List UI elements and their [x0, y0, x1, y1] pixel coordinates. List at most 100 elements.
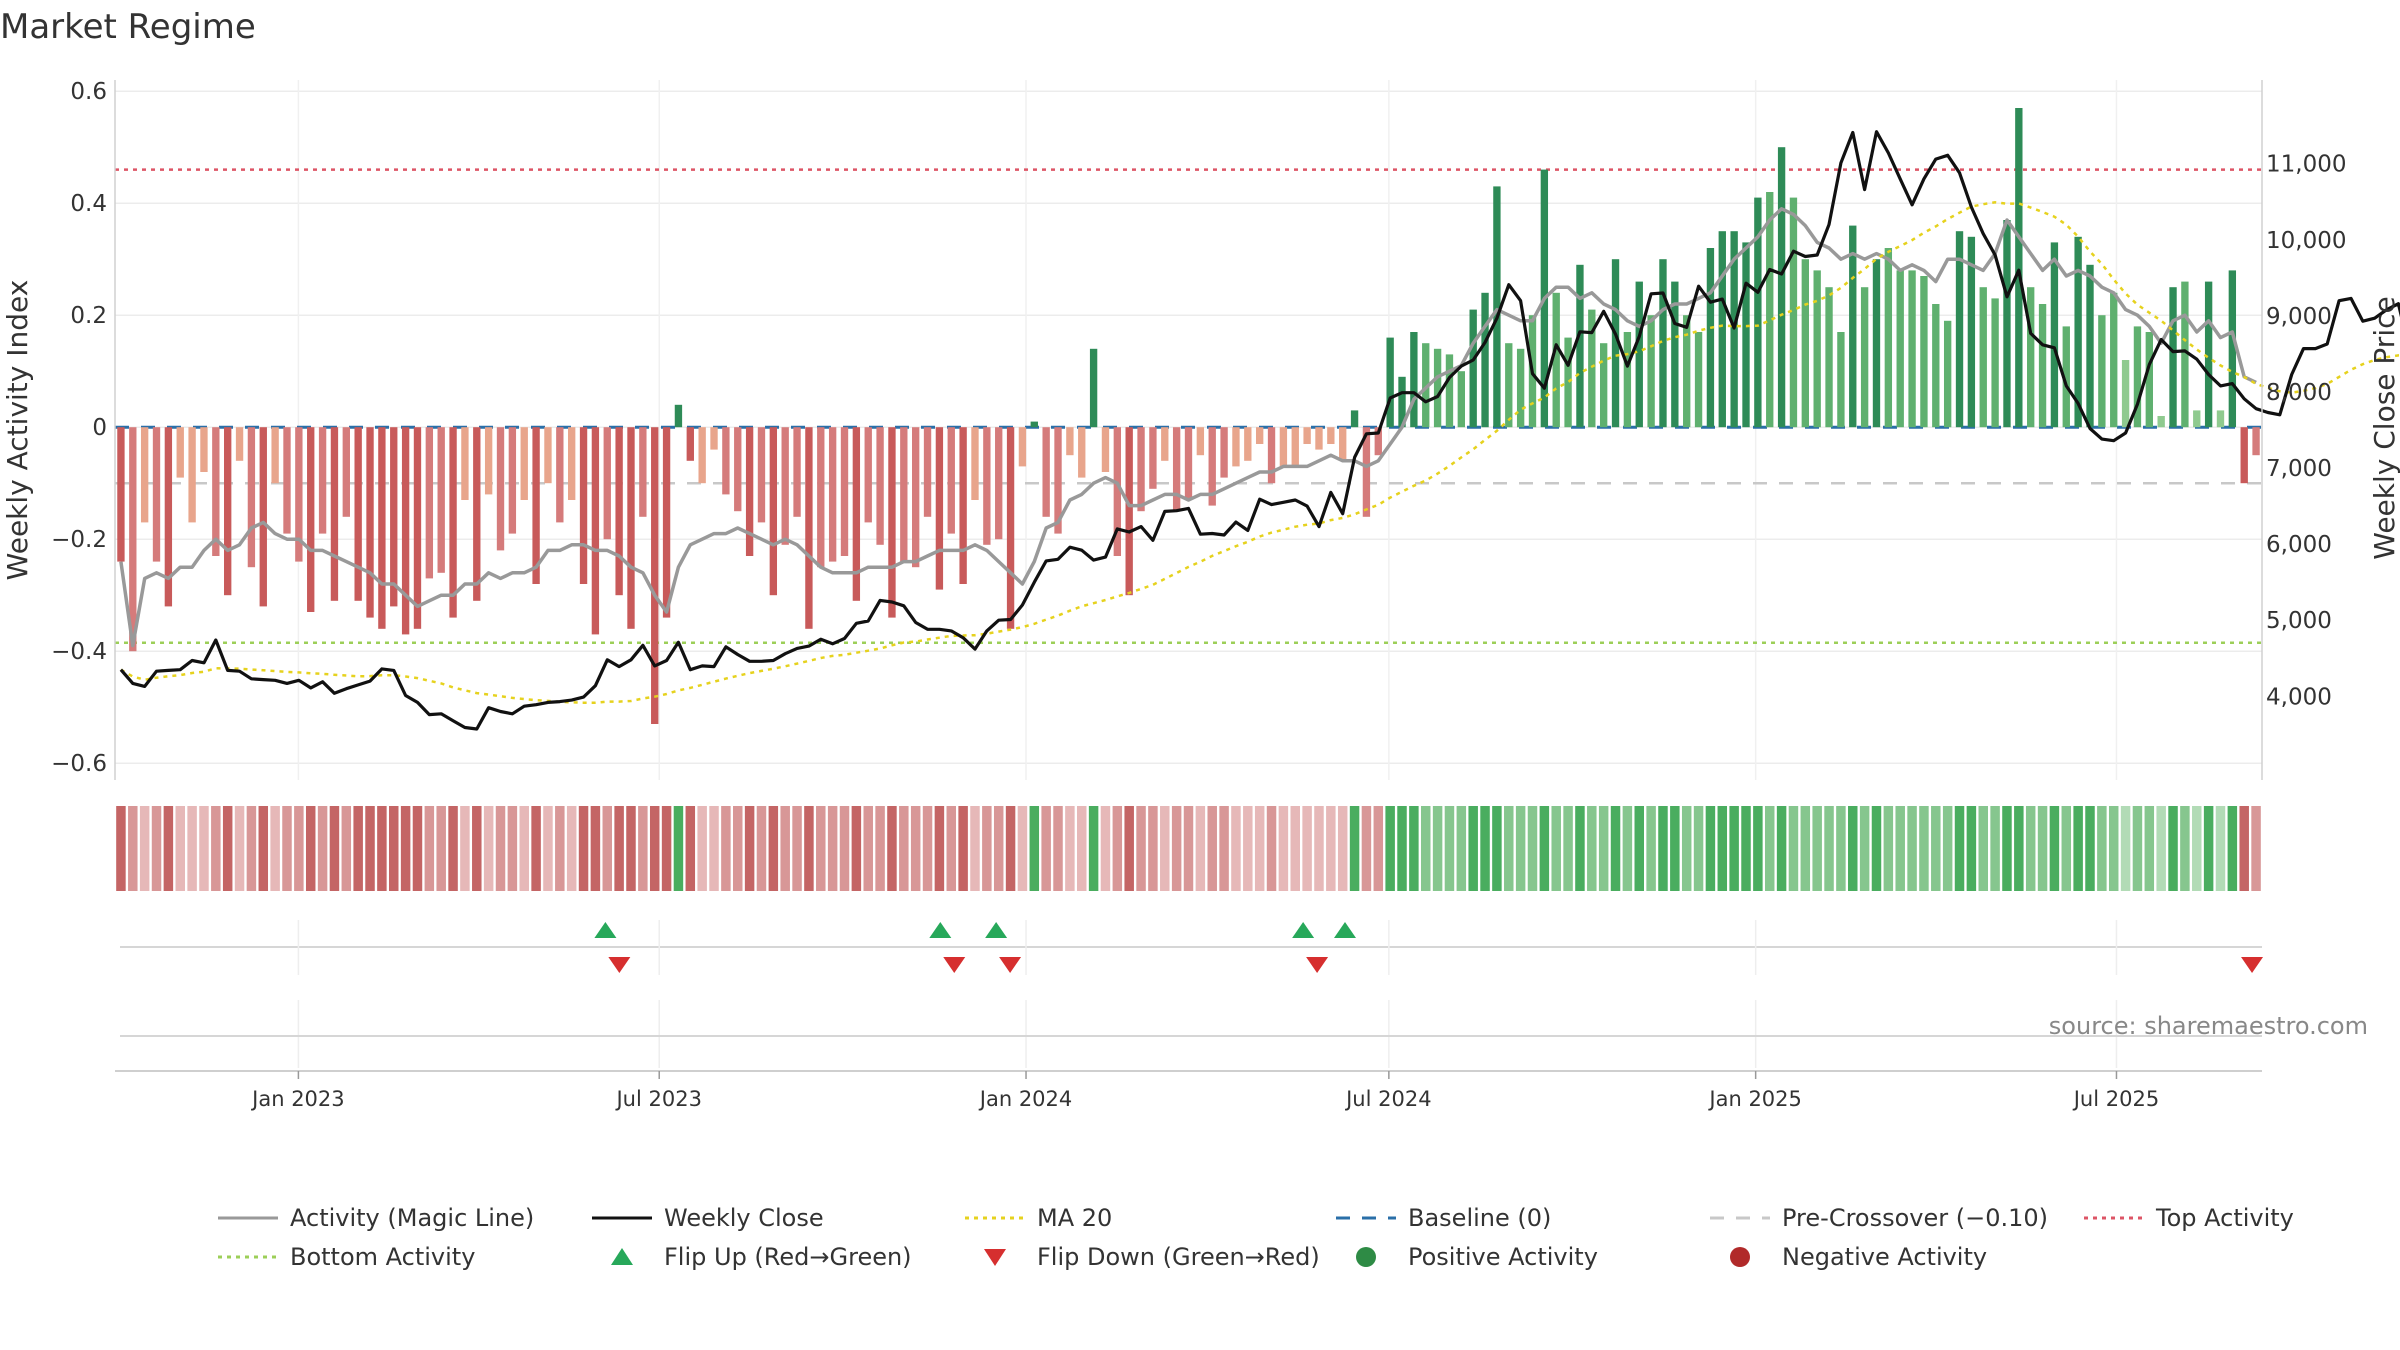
legend-label: Flip Down (Green→Red)	[1037, 1243, 1320, 1271]
activity-bar	[1018, 427, 1027, 467]
regime-cell	[1788, 806, 1799, 891]
flip-up-marker	[1333, 922, 1356, 938]
regime-cell	[1302, 806, 1312, 891]
activity-bar	[1113, 427, 1122, 556]
activity-bar	[1884, 248, 1893, 428]
activity-bar	[710, 427, 718, 450]
y-tick-label: 0.2	[70, 303, 107, 329]
regime-cell	[317, 806, 328, 891]
regime-cell	[2156, 806, 2166, 891]
flip-markers	[120, 920, 2264, 975]
regime-cell	[1171, 806, 1182, 891]
activity-bar	[271, 427, 279, 484]
regime-cell	[400, 806, 411, 891]
regime-cell	[1634, 806, 1644, 891]
regime-cell	[365, 806, 375, 891]
regime-cell	[768, 806, 779, 891]
activity-bar	[1932, 304, 1940, 428]
y2-tick-label: 6,000	[2266, 532, 2332, 558]
activity-bar	[1445, 354, 1454, 428]
regime-cell	[1587, 806, 1597, 891]
activity-bar	[532, 427, 540, 584]
activity-bar	[1172, 427, 1181, 512]
regime-cell	[1776, 806, 1787, 891]
regime-cell	[2108, 806, 2119, 891]
y2-tick-label: 10,000	[2266, 228, 2346, 254]
regime-cell	[661, 806, 672, 891]
x-tick-label: Jan 2025	[1707, 1087, 1802, 1111]
activity-bar	[461, 427, 469, 500]
activity-bar	[413, 427, 422, 629]
regime-cell	[353, 806, 363, 891]
regime-cell	[649, 806, 660, 891]
activity-bar	[1149, 427, 1157, 489]
regime-cell	[1456, 806, 1467, 891]
activity-bar	[817, 427, 825, 568]
flip-down-marker	[2241, 957, 2264, 973]
activity-bar	[1623, 332, 1632, 428]
activity-bar	[959, 427, 967, 584]
regime-cell	[2180, 806, 2190, 891]
activity-bar	[1137, 427, 1145, 512]
regime-cell	[1314, 806, 1324, 891]
regime-cell	[1931, 806, 1941, 891]
activity-bar	[152, 427, 161, 562]
activity-bar	[1006, 427, 1015, 629]
regime-cell	[934, 806, 945, 891]
activity-bar	[1481, 292, 1489, 428]
legend-item: MA 20	[965, 1204, 1112, 1232]
regime-cell	[472, 806, 482, 891]
x-tick-label: Jul 2025	[2072, 1087, 2159, 1111]
activity-bar	[1303, 427, 1311, 444]
activity-bar	[1742, 242, 1750, 428]
regime-cell	[116, 806, 126, 891]
legend-item: Flip Up (Red→Green)	[611, 1243, 912, 1271]
activity-bar	[2121, 360, 2130, 428]
regime-cell	[1705, 806, 1716, 891]
regime-cell	[151, 806, 162, 891]
activity-bar	[473, 427, 481, 601]
regime-cell	[1219, 806, 1229, 891]
activity-bar	[2062, 326, 2070, 428]
flip-down-marker	[1306, 957, 1329, 973]
regime-cell	[1978, 806, 1988, 891]
regime-cell	[756, 806, 767, 891]
activity-bar	[995, 427, 1003, 540]
y-axis-label: Weekly Activity Index	[1, 280, 34, 581]
regime-cell	[234, 806, 245, 891]
y-tick-label: 0.6	[70, 79, 107, 105]
regime-cell	[2168, 806, 2178, 891]
legend-item: Flip Down (Green→Red)	[984, 1243, 1320, 1271]
regime-cell	[1041, 806, 1051, 891]
regime-cell	[2037, 806, 2048, 891]
regime-cell	[1836, 806, 1846, 891]
x-tick-label: Jan 2024	[978, 1087, 1073, 1111]
source-note: source: sharemaestro.com	[2049, 1012, 2368, 1040]
regime-cell	[1254, 806, 1265, 891]
activity-bar	[722, 427, 730, 495]
activity-bar	[1244, 427, 1252, 461]
legend-item: Top Activity	[2084, 1204, 2294, 1232]
legend-swatch	[1730, 1247, 1750, 1267]
activity-bar	[295, 427, 303, 562]
regime-cell	[1385, 806, 1395, 891]
regime-cell	[958, 806, 968, 891]
regime-cell	[1658, 806, 1668, 891]
regime-cell	[1432, 806, 1443, 891]
regime-cell	[1231, 806, 1241, 891]
regime-cell	[1195, 806, 1206, 891]
regime-cell	[1681, 806, 1692, 891]
legend-item: Baseline (0)	[1336, 1204, 1551, 1232]
legend-label: Weekly Close	[664, 1204, 824, 1232]
regime-cell	[1278, 806, 1289, 891]
activity-bar	[200, 427, 208, 472]
activity-bar	[1184, 427, 1193, 500]
activity-bar	[1374, 427, 1382, 456]
regime-cell	[1148, 806, 1158, 891]
regime-cell	[2085, 806, 2095, 891]
regime-cell	[1729, 806, 1739, 891]
y2-tick-label: 4,000	[2266, 684, 2332, 710]
regime-cell	[1100, 806, 1111, 891]
reference-lines	[115, 168, 2262, 645]
regime-cell	[2251, 806, 2261, 891]
